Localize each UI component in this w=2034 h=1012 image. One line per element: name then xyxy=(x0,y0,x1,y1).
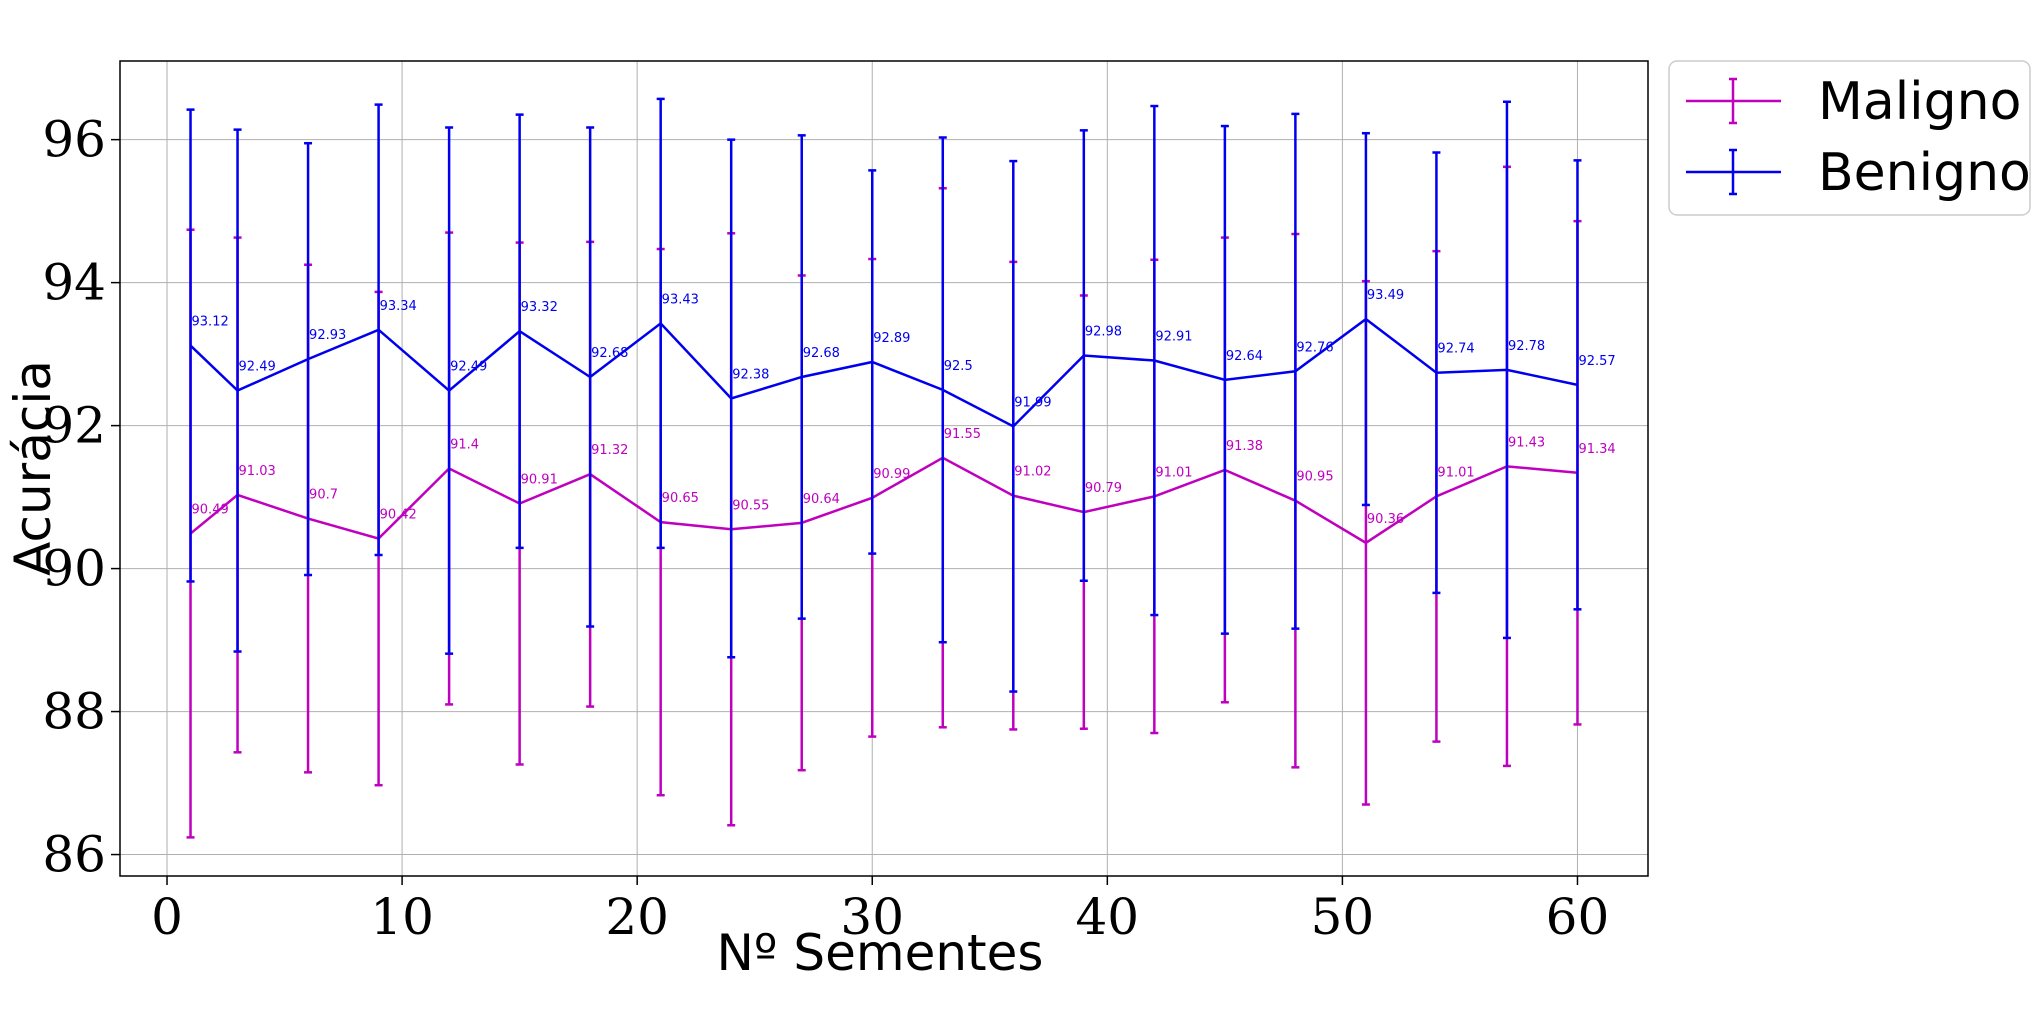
y-tick-label: 96 xyxy=(42,111,106,169)
benigno-data-label: 91.99 xyxy=(1014,395,1051,410)
maligno-data-label: 91.32 xyxy=(591,443,628,458)
maligno-data-label: 91.38 xyxy=(1226,439,1263,454)
maligno-data-label: 91.4 xyxy=(450,438,479,453)
maligno-data-label: 90.36 xyxy=(1367,512,1404,527)
series-benigno: 93.12 92.49 92.93 93.34 92.49 93.32 92.68 93.43… xyxy=(186,97,1616,693)
y-tick-label: 88 xyxy=(42,683,106,741)
y-axis-title: Acurácia xyxy=(4,360,62,576)
x-tick-label: 30 xyxy=(840,888,904,946)
benigno-data-label: 92.49 xyxy=(450,360,487,375)
benigno-data-label: 92.74 xyxy=(1437,342,1474,357)
y-tick-label: 92 xyxy=(42,397,106,455)
maligno-data-label: 91.34 xyxy=(1578,442,1615,457)
benigno-data-label: 92.5 xyxy=(944,359,973,374)
maligno-data-label: 90.55 xyxy=(732,498,769,513)
benigno-data-label: 93.49 xyxy=(1367,288,1404,303)
grid xyxy=(120,61,1648,876)
maligno-data-label: 90.91 xyxy=(521,473,558,488)
benigno-data-label: 93.12 xyxy=(192,315,229,330)
benigno-data-label: 93.34 xyxy=(380,299,417,314)
benigno-data-label: 93.43 xyxy=(662,292,699,307)
maligno-data-label: 90.95 xyxy=(1296,470,1333,485)
y-tick-label: 90 xyxy=(42,540,106,598)
benigno-data-label: 93.32 xyxy=(521,300,558,315)
legend-benigno-label: Benigno xyxy=(1818,143,2031,203)
benigno-data-label: 92.93 xyxy=(309,328,346,343)
maligno-data-label: 91.03 xyxy=(239,464,276,479)
maligno-data-label: 91.43 xyxy=(1508,435,1545,450)
maligno-data-label: 91.01 xyxy=(1437,465,1474,480)
maligno-data-label: 90.99 xyxy=(873,467,910,482)
y-tick-label: 94 xyxy=(42,254,106,312)
maligno-data-label: 90.79 xyxy=(1085,481,1122,496)
series-layer: 90.49 91.03 90.7 90.42 91.4 90.91 91.32 90.65 90… xyxy=(186,97,1616,839)
x-tick-label: 0 xyxy=(151,888,183,946)
benigno-data-label: 92.68 xyxy=(803,346,840,361)
benigno-data-label: 92.98 xyxy=(1085,325,1122,340)
maligno-data-label: 90.49 xyxy=(192,503,229,518)
maligno-data-label: 90.64 xyxy=(803,492,840,507)
x-tick-label: 40 xyxy=(1076,888,1140,946)
benigno-data-label: 92.91 xyxy=(1155,330,1192,345)
legend-maligno-label: Maligno xyxy=(1818,72,2021,132)
y-tick-label: 86 xyxy=(42,826,106,884)
benigno-data-label: 92.76 xyxy=(1296,340,1333,355)
benigno-data-label: 92.68 xyxy=(591,346,628,361)
x-axis-title: Nº Sementes xyxy=(717,924,1044,982)
maligno-data-label: 91.55 xyxy=(944,427,981,442)
maligno-data-label: 90.42 xyxy=(380,508,417,523)
benigno-data-label: 92.64 xyxy=(1226,349,1263,364)
maligno-data-label: 90.65 xyxy=(662,491,699,506)
x-tick-label: 50 xyxy=(1311,888,1375,946)
x-tick-label: 10 xyxy=(370,888,434,946)
maligno-data-label: 90.7 xyxy=(309,488,338,503)
x-tick-label: 60 xyxy=(1546,888,1610,946)
series-maligno: 90.49 91.03 90.7 90.42 91.4 90.91 91.32 90.65 90… xyxy=(186,165,1616,839)
maligno-data-label: 91.02 xyxy=(1014,465,1051,480)
plot-frame xyxy=(119,60,1649,877)
benigno-data-label: 92.78 xyxy=(1508,339,1545,354)
benigno-line xyxy=(189,317,1578,428)
legend-frame xyxy=(1668,60,2031,216)
benigno-data-label: 92.49 xyxy=(239,360,276,375)
legend: Maligno Benigno xyxy=(1668,60,2031,216)
x-tick-label: 20 xyxy=(605,888,669,946)
benigno-data-label: 92.89 xyxy=(873,331,910,346)
axis-ticks: 0 10 20 30 40 50 60 86 88 90 92 94 96 xyxy=(42,111,1609,946)
benigno-data-label: 92.57 xyxy=(1578,354,1615,369)
benigno-data-label: 92.38 xyxy=(732,367,769,382)
maligno-data-label: 91.01 xyxy=(1155,465,1192,480)
